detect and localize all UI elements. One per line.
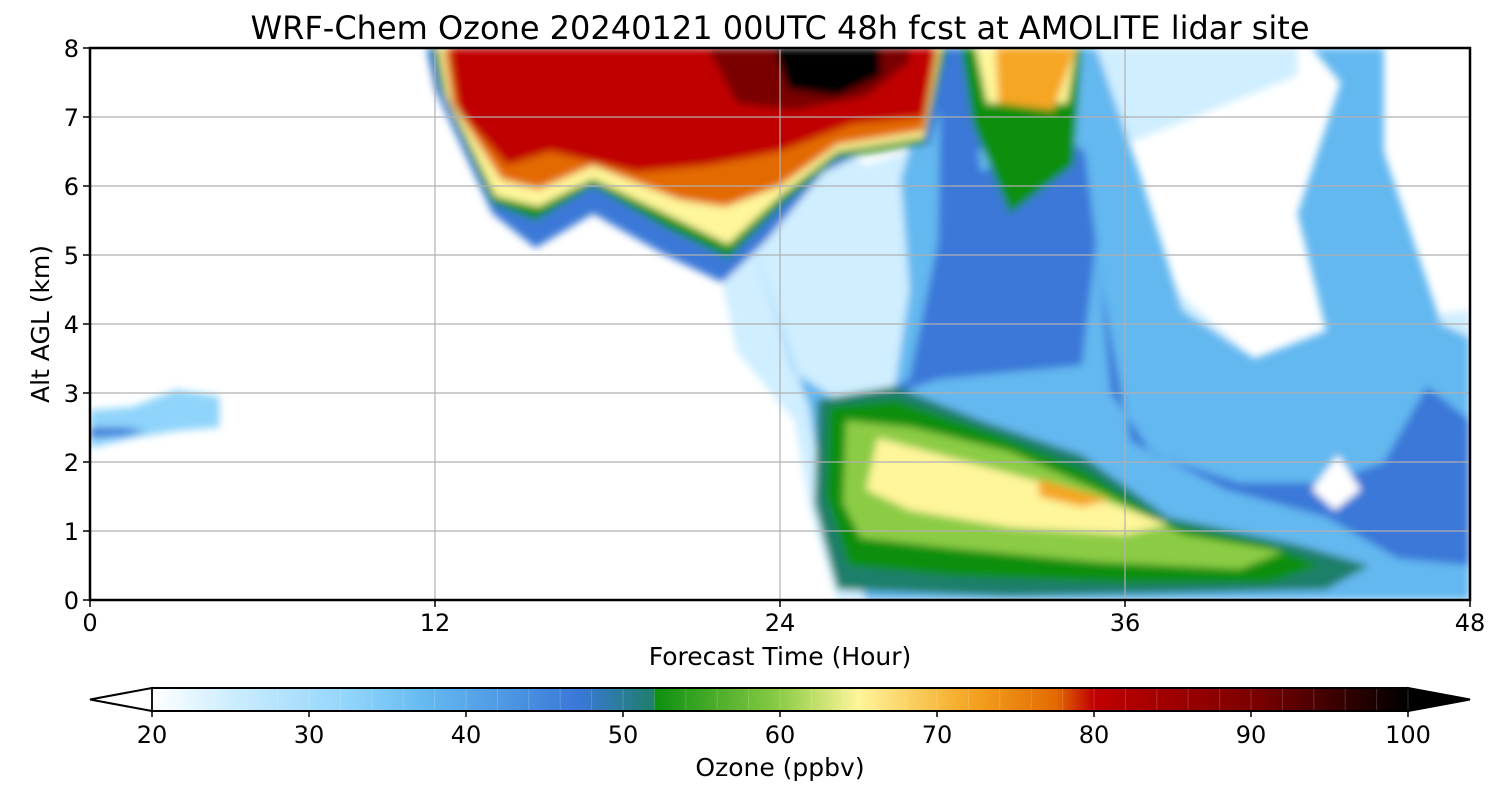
y-tick-label: 3: [64, 380, 79, 408]
chart-title: WRF-Chem Ozone 20240121 00UTC 48h fcst a…: [250, 9, 1309, 47]
colorbar-tick-label: 60: [765, 721, 796, 749]
contour-upper-mid-orange: [995, 48, 1077, 111]
colorbar-tick-label: 20: [137, 721, 168, 749]
y-tick-label: 6: [64, 173, 79, 201]
y-tick-label: 1: [64, 518, 79, 546]
x-tick-label: 24: [765, 609, 796, 637]
contour-white-hole: [1311, 455, 1361, 511]
colorbar-tick-label: 30: [294, 721, 325, 749]
colorbar-ticks: 20 30 40 50 60 70 80 90 100: [137, 689, 1431, 749]
y-tick-label: 5: [64, 242, 79, 270]
y-tick-label: 2: [64, 449, 79, 477]
x-tick-label: 36: [1110, 609, 1141, 637]
contour-patch-low-core: [90, 427, 148, 438]
y-tick-label: 0: [64, 587, 79, 615]
y-tick-label: 4: [64, 311, 79, 339]
colorbar: 20 30 40 50 60 70 80 90 100: [89, 686, 1471, 749]
x-axis-label: Forecast Time (Hour): [649, 642, 912, 671]
colorbar-tick-label: 100: [1385, 721, 1431, 749]
colorbar-tick-label: 50: [608, 721, 639, 749]
colorbar-tick-label: 90: [1236, 721, 1267, 749]
colorbar-tick-label: 80: [1079, 721, 1110, 749]
colorbar-min-extension: [89, 686, 153, 713]
y-axis-label: Alt AGL (km): [26, 245, 55, 403]
x-tick-label: 48: [1455, 609, 1486, 637]
y-tick-label: 7: [64, 104, 79, 132]
y-axis: 0 1 2 3 4 5 6 7 8: [64, 35, 90, 615]
colorbar-tick-label: 40: [451, 721, 482, 749]
contour-upper-black-core: [774, 48, 881, 97]
y-tick-label: 8: [64, 35, 79, 63]
colorbar-label: Ozone (ppbv): [695, 753, 864, 782]
contour-plume-orange: [1038, 479, 1111, 507]
colorbar-tick-label: 70: [922, 721, 953, 749]
x-axis: 0 12 24 36 48: [82, 600, 1485, 637]
x-tick-label: 12: [420, 609, 451, 637]
contour-deep-blue-region: [837, 68, 1470, 566]
x-tick-label: 0: [82, 609, 97, 637]
colorbar-max-extension: [1407, 686, 1471, 713]
